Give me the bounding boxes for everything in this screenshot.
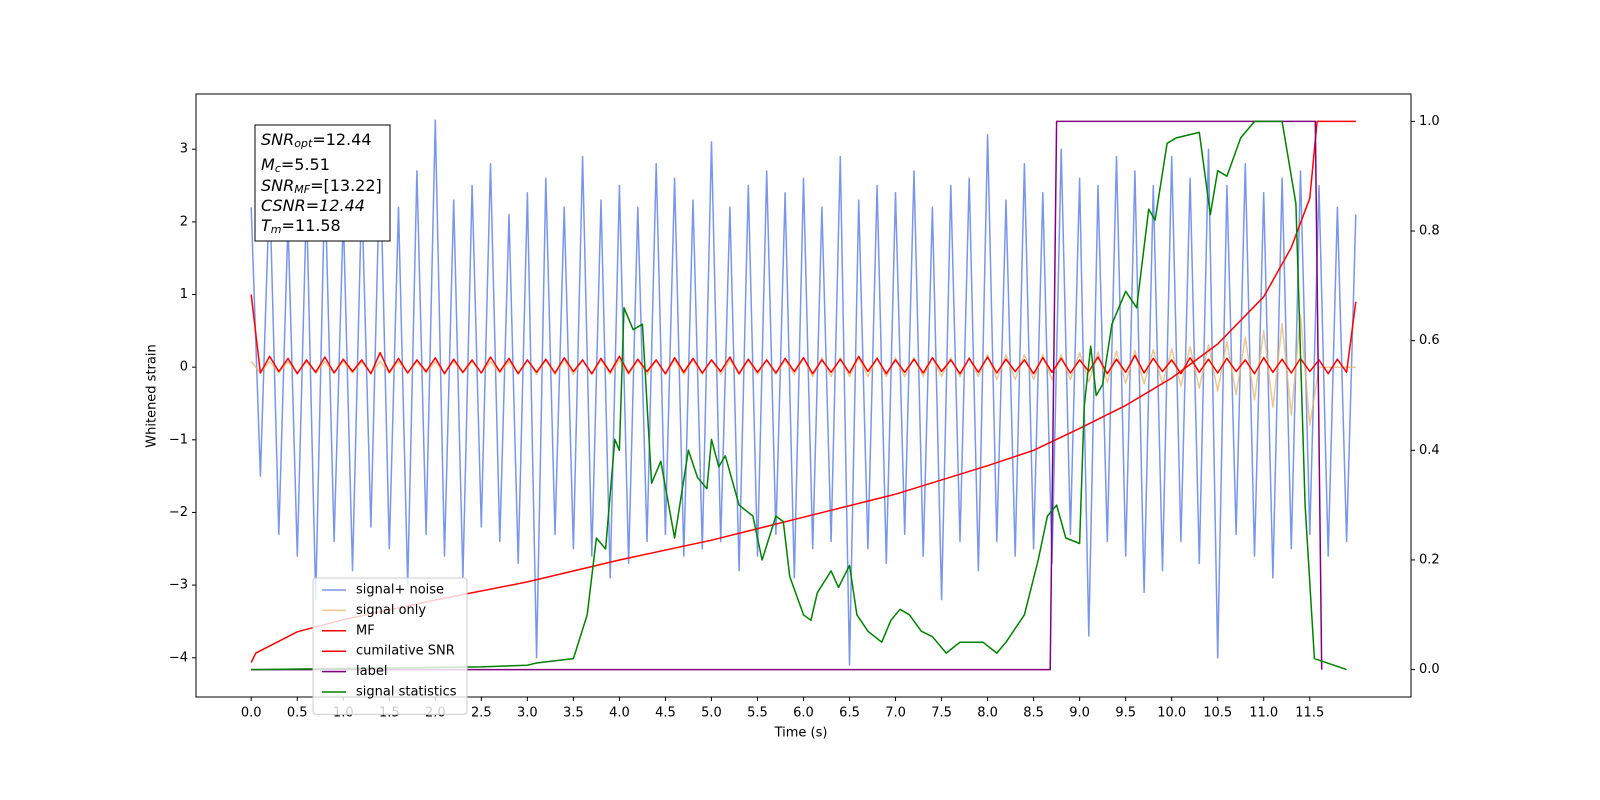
y2-tick-label: 1.0 [1419,114,1440,129]
x-tick-label: 7.5 [931,706,952,721]
y2-tick-label: 0.0 [1419,662,1440,677]
annotation-subscript: MF [294,183,310,196]
x-tick-label: 10.0 [1157,706,1186,721]
x-tick-label: 4.5 [655,706,676,721]
y-tick-label: −3 [169,578,188,593]
annotation-subscript: opt [294,137,313,150]
annotation-text: SNR [261,176,294,195]
annotation-line: SNRopt=12.44 [261,130,372,151]
y-tick-label: −2 [169,505,188,520]
legend-label: signal statistics [356,685,457,700]
series-line [251,120,1323,671]
y-tick-label: 3 [180,142,188,157]
y2-tick-label: 0.2 [1419,552,1440,567]
x-tick-label: 3.0 [517,706,538,721]
annotation-text: =12.44 [312,130,371,149]
y-tick-label: 0 [180,360,188,375]
x-tick-label: 10.5 [1203,706,1232,721]
series-line [251,120,1347,671]
annotation-text: =[13.22] [310,176,382,195]
y-tick-label: −4 [169,650,188,665]
annotation-subscript: c [275,162,281,175]
annotation-text: CSNR=12.44 [261,196,365,215]
y-tick-label: 2 [180,214,188,229]
x-tick-label: 7.0 [885,706,906,721]
annotation-line: Mc=5.51 [261,155,330,176]
series-line [250,294,1357,375]
y2-tick-label: 0.8 [1419,224,1440,239]
annotation-frame [254,124,391,242]
annotation-text: SNR [261,130,294,149]
y-tick-label: −1 [169,432,188,447]
annotation-text: =5.51 [281,155,330,174]
x-tick-label: 0.5 [287,706,308,721]
x-tick-label: 11.5 [1295,706,1324,721]
annotation-box: SNRopt=12.44Mc=5.51SNRMF=[13.22]CSNR=12.… [254,124,391,242]
legend-label: cumilative SNR [356,644,455,659]
series-line [250,119,1357,666]
legend-label: MF [356,623,375,638]
annotation-line: Tm=11.58 [261,216,341,237]
x-tick-label: 2.5 [471,706,492,721]
annotation-line: CSNR=12.44 [261,196,365,215]
legend-label: signal+ noise [356,583,444,598]
x-tick-label: 8.0 [977,706,998,721]
x-tick-label: 0.0 [241,706,262,721]
y-axis-label: Whitened strain [145,344,160,447]
x-tick-label: 4.0 [609,706,630,721]
x-tick-label: 9.5 [1115,706,1136,721]
x-tick-label: 3.5 [563,706,584,721]
x-tick-label: 6.5 [839,706,860,721]
x-axis-label: Time (s) [774,726,828,741]
annotation-subscript: m [271,223,282,236]
annotation-text: T [261,216,272,235]
x-tick-label: 5.5 [747,706,768,721]
legend-label: label [356,664,387,679]
y-tick-label: 1 [180,287,188,302]
x-tick-label: 9.0 [1069,706,1090,721]
annotation-text: =11.58 [282,216,341,235]
y2-tick-label: 0.4 [1419,443,1440,458]
y2-tick-label: 0.6 [1419,333,1440,348]
x-tick-label: 5.0 [701,706,722,721]
x-tick-label: 8.5 [1023,706,1044,721]
x-tick-label: 6.0 [793,706,814,721]
annotation-text: M [261,155,275,174]
annotation-line: SNRMF=[13.22] [261,176,382,197]
legend: signal+ noise signal only MF cumilative SNR… [312,577,468,715]
legend-label: signal only [356,603,426,618]
legend-frame [312,577,468,715]
x-tick-label: 11.0 [1249,706,1278,721]
